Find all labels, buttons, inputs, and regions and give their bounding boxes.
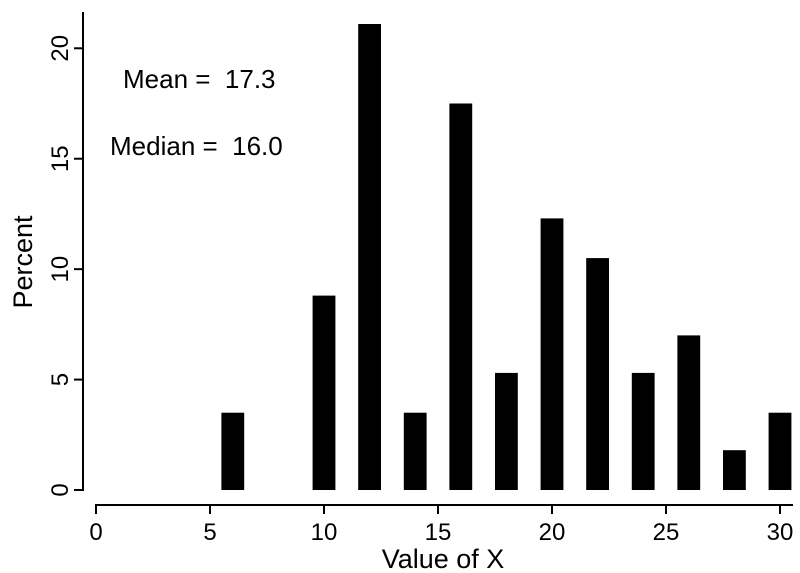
bar-16 (449, 103, 473, 490)
x-tick-label-5: 5 (203, 519, 216, 546)
x-tick-label-25: 25 (653, 519, 680, 546)
median-annotation: Median = 16.0 (110, 131, 283, 161)
bar-10 (312, 295, 336, 490)
bar-24 (631, 372, 655, 490)
bar-22 (586, 258, 609, 490)
bars-group (221, 24, 792, 490)
y-tick-label-10: 10 (47, 256, 74, 283)
x-axis: 0 5 10 15 20 25 30 (89, 504, 794, 546)
mean-annotation: Mean = 17.3 (123, 64, 276, 94)
y-tick-label-20: 20 (47, 35, 74, 62)
bar-6 (221, 412, 245, 490)
bar-18 (495, 372, 518, 490)
y-axis: 0 5 10 15 20 (47, 12, 84, 497)
x-axis-title: Value of X (382, 544, 505, 573)
x-tick-label-10: 10 (311, 519, 338, 546)
y-tick-label-5: 5 (47, 373, 74, 386)
bar-12 (358, 24, 381, 490)
bar-30 (768, 412, 792, 490)
bar-26 (677, 335, 701, 490)
y-axis-title: Percent (8, 215, 38, 309)
x-tick-label-30: 30 (767, 519, 794, 546)
bar-14 (403, 412, 427, 490)
bar-20 (540, 218, 564, 490)
x-tick-label-15: 15 (425, 519, 452, 546)
x-tick-label-0: 0 (89, 519, 102, 546)
y-tick-label-0: 0 (47, 483, 74, 496)
y-tick-label-15: 15 (47, 145, 74, 172)
x-tick-label-20: 20 (539, 519, 566, 546)
bar-28 (723, 450, 746, 490)
